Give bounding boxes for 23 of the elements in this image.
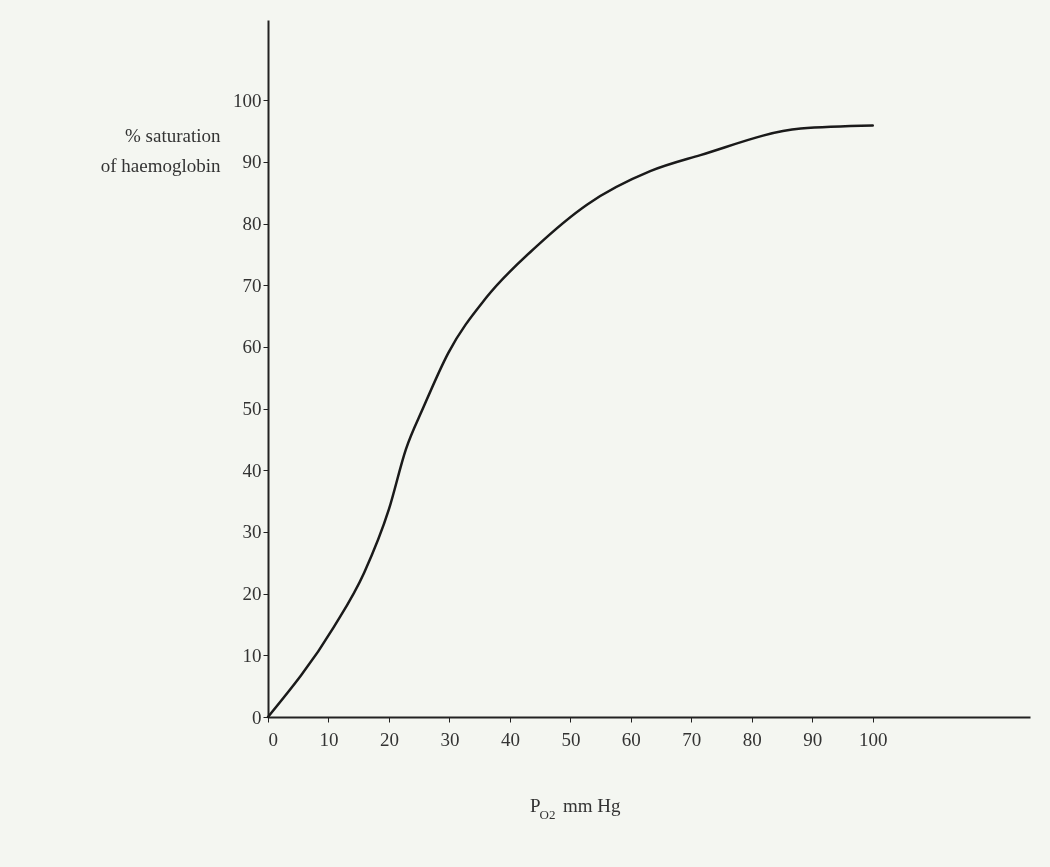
x-tick-label: 90: [803, 728, 823, 750]
x-tick-label: 10: [319, 728, 339, 750]
y-tick-label: 30: [242, 521, 262, 543]
x-tick-label: 0: [268, 728, 278, 750]
y-tick-label: 0: [252, 706, 262, 728]
x-tick-label: 80: [742, 728, 762, 750]
y-tick-label: 10: [242, 644, 262, 666]
y-tick-label: 50: [242, 398, 262, 420]
x-tick-label: 40: [500, 728, 520, 750]
y-tick-label: 20: [242, 583, 262, 605]
x-tick-label: 70: [682, 728, 702, 750]
y-tick-label: 100: [233, 89, 262, 111]
y-tick-label: 70: [242, 274, 262, 296]
y-tick-label: 80: [242, 213, 262, 235]
x-tick-label: 30: [440, 728, 460, 750]
y-tick-label: 60: [242, 336, 262, 358]
y-tick-label: 90: [242, 151, 262, 173]
x-tick-label: 60: [621, 728, 641, 750]
x-tick-label: 20: [379, 728, 399, 750]
y-axis-title: % saturation of haemoglobin: [100, 124, 221, 176]
x-tick-label: 50: [561, 728, 581, 750]
y-tick-label: 40: [242, 459, 262, 481]
x-tick-label: 100: [859, 728, 888, 750]
